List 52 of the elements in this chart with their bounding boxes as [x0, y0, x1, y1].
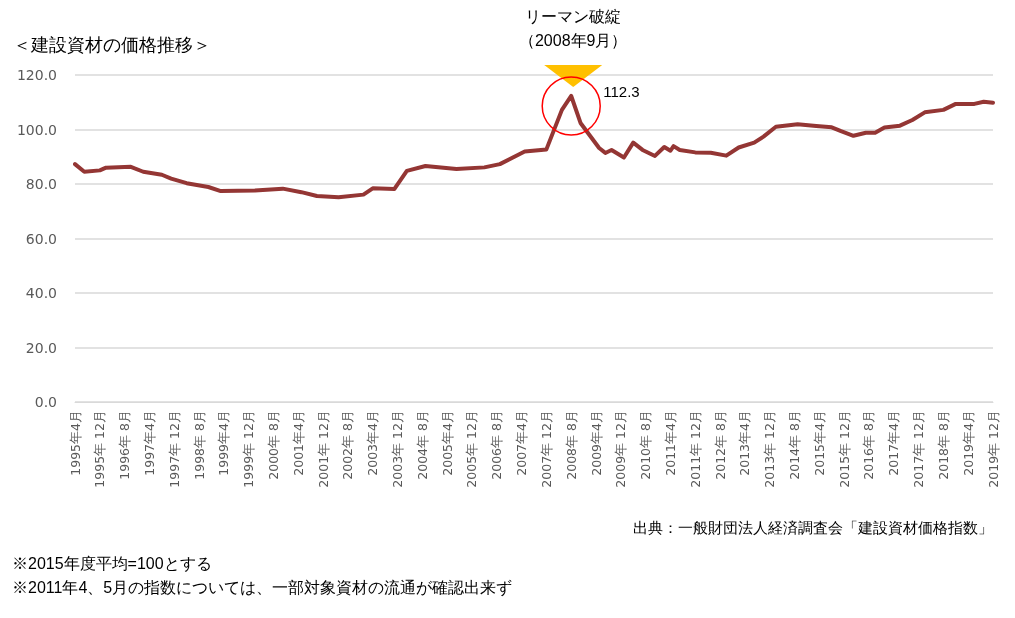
- x-tick-label: 2019年4月: [960, 410, 976, 476]
- x-tick-label: 2009年 12月: [613, 410, 629, 488]
- x-tick-label: 2001年4月: [290, 410, 306, 476]
- x-tick-label: 2012年 8月: [712, 410, 728, 480]
- x-tick-label: 2004年 8月: [414, 410, 430, 480]
- x-tick-label: 2010年 8月: [638, 410, 654, 480]
- x-tick-label: 1995年 12月: [92, 410, 108, 488]
- x-tick-label: 2002年 8月: [340, 410, 356, 480]
- y-tick-label: 20.0: [25, 339, 57, 356]
- x-tick-label: 2017年4月: [886, 410, 902, 476]
- x-tick-label: 2014年 8月: [787, 410, 803, 480]
- x-tick-label: 2016年 8月: [861, 410, 877, 480]
- x-tick-label: 2003年 12月: [390, 410, 406, 488]
- text: （2008年9月）: [518, 31, 628, 49]
- y-tick-label: 0.0: [34, 394, 57, 410]
- x-tick-label: 2013年4月: [737, 410, 753, 476]
- source-note: 出典：一般財団法人経済調査会「建設資材価格指数」: [633, 519, 993, 536]
- y-tick-label: 120.0: [16, 67, 57, 83]
- x-tick-label: 2005年 12月: [464, 410, 480, 488]
- x-tick-label: 2015年 12月: [836, 410, 852, 488]
- y-tick-label: 40.0: [25, 285, 57, 301]
- x-tick-label: 2007年 12月: [538, 410, 554, 488]
- x-tick-label: 2008年 8月: [563, 410, 579, 480]
- x-tick-label: 2001年 12月: [315, 410, 331, 488]
- y-tick-label: 80.0: [25, 176, 57, 192]
- text: リーマン破綻: [525, 7, 622, 25]
- x-tick-label: 2011年 12月: [687, 410, 703, 488]
- text: ※2011年4、5月の指数については、一部対象資材の流通が確認出来ず: [12, 578, 513, 597]
- x-tick-label: 2003年4月: [365, 410, 381, 476]
- x-tick-label: 2017年 12月: [911, 410, 927, 488]
- x-tick-label: 1999年4月: [216, 410, 232, 476]
- x-tick-label: 1995年4月: [67, 410, 83, 476]
- x-tick-label: 2018年 8月: [935, 410, 951, 480]
- x-tick-label: 2005年4月: [439, 410, 455, 476]
- x-tick-label: 2009年4月: [588, 410, 604, 476]
- text: ※2015年度平均=100とする: [12, 554, 212, 572]
- x-tick-label: 1999年 12月: [241, 410, 257, 488]
- chart-title: ＜建設資材の価格推移＞: [13, 33, 211, 55]
- y-tick-label: 60.0: [25, 230, 57, 247]
- x-tick-label: 1996年 8月: [117, 410, 133, 480]
- x-tick-label: 2015年4月: [811, 410, 827, 476]
- x-tick-label: 2013年 12月: [762, 410, 778, 488]
- annotation: 112.3: [603, 82, 640, 100]
- x-tick-label: 2006年 8月: [489, 410, 505, 480]
- x-tick-label: 2011年4月: [662, 410, 678, 476]
- x-tick-label: 2000年 8月: [265, 410, 281, 480]
- y-tick-label: 100.0: [16, 121, 57, 138]
- x-tick-label: 1997年4月: [141, 410, 157, 476]
- x-tick-label: 2019年 12月: [985, 410, 1001, 488]
- x-tick-label: 1997年 12月: [166, 410, 182, 488]
- x-tick-label: 1998年 8月: [191, 410, 207, 480]
- x-tick-label: 2007年4月: [514, 410, 530, 476]
